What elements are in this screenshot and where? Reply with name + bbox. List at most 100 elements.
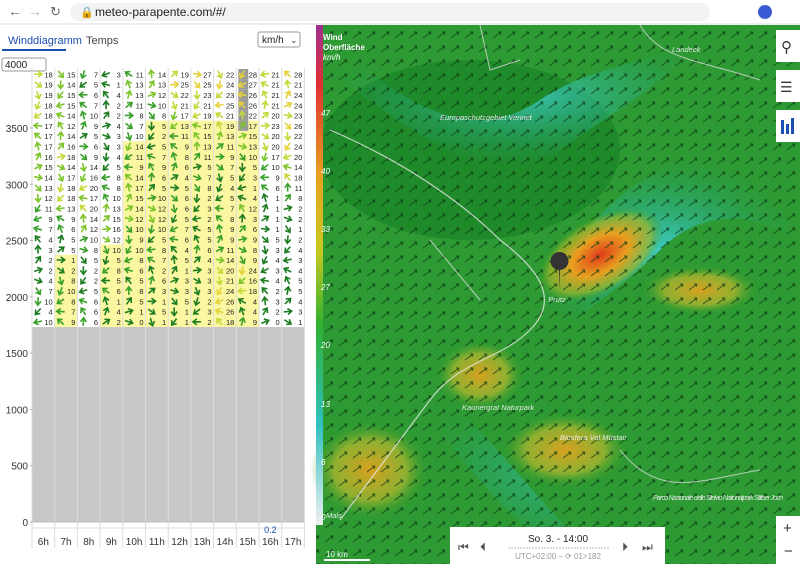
map: ⚲ ☰ + − ⏮ ⏴ ⏵ ⏭ So. 3. - 14:00 UTC+02:00…	[310, 24, 800, 564]
thermal-cell	[145, 296, 169, 307]
wind-speed: 9	[94, 122, 98, 131]
wind-arrow	[261, 203, 269, 213]
wind-arrow	[35, 287, 42, 296]
wind-arrow	[284, 225, 292, 234]
next-button[interactable]: ⏵	[622, 540, 628, 554]
hour-label: 6h	[38, 537, 49, 548]
wind-arrow	[103, 111, 110, 120]
wind-arrow	[34, 193, 42, 204]
wind-speed: 10	[249, 153, 257, 162]
thermal-cell	[213, 161, 237, 173]
wind-speed: 19	[44, 81, 52, 90]
thermal-cell	[236, 296, 259, 307]
wind-speed: 14	[294, 163, 302, 172]
thermal-cell	[190, 254, 214, 266]
wind-speed: 7	[139, 122, 143, 131]
wind-arrow	[146, 153, 156, 160]
wind-speed: 12	[158, 204, 166, 213]
hour-label: 17h	[285, 537, 302, 548]
wind-arrow	[214, 204, 224, 212]
back[interactable]: ←	[8, 3, 22, 19]
alt-select[interactable]	[1, 57, 47, 72]
thermal-cell	[236, 213, 259, 224]
wind-arrow	[147, 265, 155, 275]
colorbar-label: 47	[321, 109, 330, 118]
wind-arrow	[79, 132, 88, 139]
thermal-cell	[190, 316, 214, 327]
wind-arrow	[33, 277, 44, 285]
wind-speed: 9	[230, 235, 234, 244]
y-tick-label: 3500	[6, 124, 29, 135]
thermal-cell	[168, 192, 191, 204]
thermal-cell	[145, 244, 169, 255]
wind-speed: 12	[249, 204, 257, 213]
wind-arrow	[79, 162, 88, 173]
reload[interactable]: ↻	[50, 4, 61, 19]
wind-arrow	[147, 194, 157, 202]
wind-speed: 2	[298, 235, 302, 244]
thermal-cell	[190, 213, 214, 224]
wind-speed: 10	[135, 132, 143, 141]
thermal-cell	[100, 254, 123, 266]
zoom-in[interactable]: +	[783, 520, 792, 537]
wind-arrow	[56, 153, 66, 161]
thermal-cell	[145, 141, 169, 152]
thermal-cell	[145, 151, 169, 162]
forward[interactable]: →	[28, 3, 42, 19]
timeline	[450, 527, 665, 564]
thermal-cell	[122, 161, 146, 173]
wind-speed: 2	[207, 215, 211, 224]
wind-arrow	[57, 183, 65, 193]
wind-arrow	[170, 194, 179, 202]
profile[interactable]	[758, 5, 772, 19]
wind-arrow	[191, 215, 201, 223]
settings-button[interactable]	[776, 70, 800, 102]
thermal-cell	[54, 265, 78, 276]
wind-speed: 10	[44, 318, 52, 327]
wind-arrow	[261, 236, 269, 243]
wind-arrow	[170, 214, 178, 224]
location-pin[interactable]	[550, 252, 569, 290]
wind-speed: 4	[230, 184, 234, 193]
wind-arrow	[102, 203, 110, 213]
wind-arrow	[79, 110, 87, 120]
wind-arrow	[215, 223, 224, 234]
wind-arrow	[237, 184, 247, 192]
colorbar	[316, 25, 323, 525]
wind-arrow	[215, 153, 225, 161]
colorbar-label: 6	[321, 458, 326, 467]
alt-text: 4000	[5, 60, 28, 71]
wind-arrow	[147, 235, 155, 243]
last-button[interactable]: ⏭	[642, 540, 653, 554]
wind-arrow	[34, 163, 43, 171]
wind-speed: 27	[249, 81, 257, 90]
wind-speed: 26	[249, 91, 257, 100]
wind-arrow	[123, 256, 133, 264]
thermal-cell	[213, 285, 237, 297]
url-bar[interactable]	[70, 3, 710, 21]
tab[interactable]: Temps	[86, 35, 119, 47]
wind-arrow	[193, 244, 201, 254]
wind-arrow	[170, 204, 178, 214]
wind-speed: 11	[136, 153, 144, 162]
wind-speed: 5	[139, 297, 143, 306]
wind-speed: 7	[49, 225, 53, 234]
wind-arrow	[57, 286, 64, 296]
wind-arrow	[261, 152, 269, 162]
wind-speed: 3	[117, 70, 121, 79]
prev-button[interactable]: ⏴	[480, 540, 486, 554]
wind-speed: 5	[298, 287, 302, 296]
wind-arrow	[148, 317, 156, 327]
wind-speed: 2	[162, 132, 166, 141]
tab[interactable]: Winddiagramm	[8, 35, 82, 47]
wind-arrow	[215, 112, 224, 119]
search-button[interactable]	[776, 30, 800, 62]
wind-arrow	[125, 132, 133, 142]
thermal-cell	[190, 161, 214, 173]
wind-arrow	[146, 256, 156, 263]
first-button[interactable]: ⏮	[458, 540, 469, 554]
unit-select[interactable]	[257, 31, 301, 48]
wind-arrow	[148, 183, 156, 192]
wind-speed: 8	[117, 184, 121, 193]
zoom-out[interactable]: −	[784, 543, 793, 560]
